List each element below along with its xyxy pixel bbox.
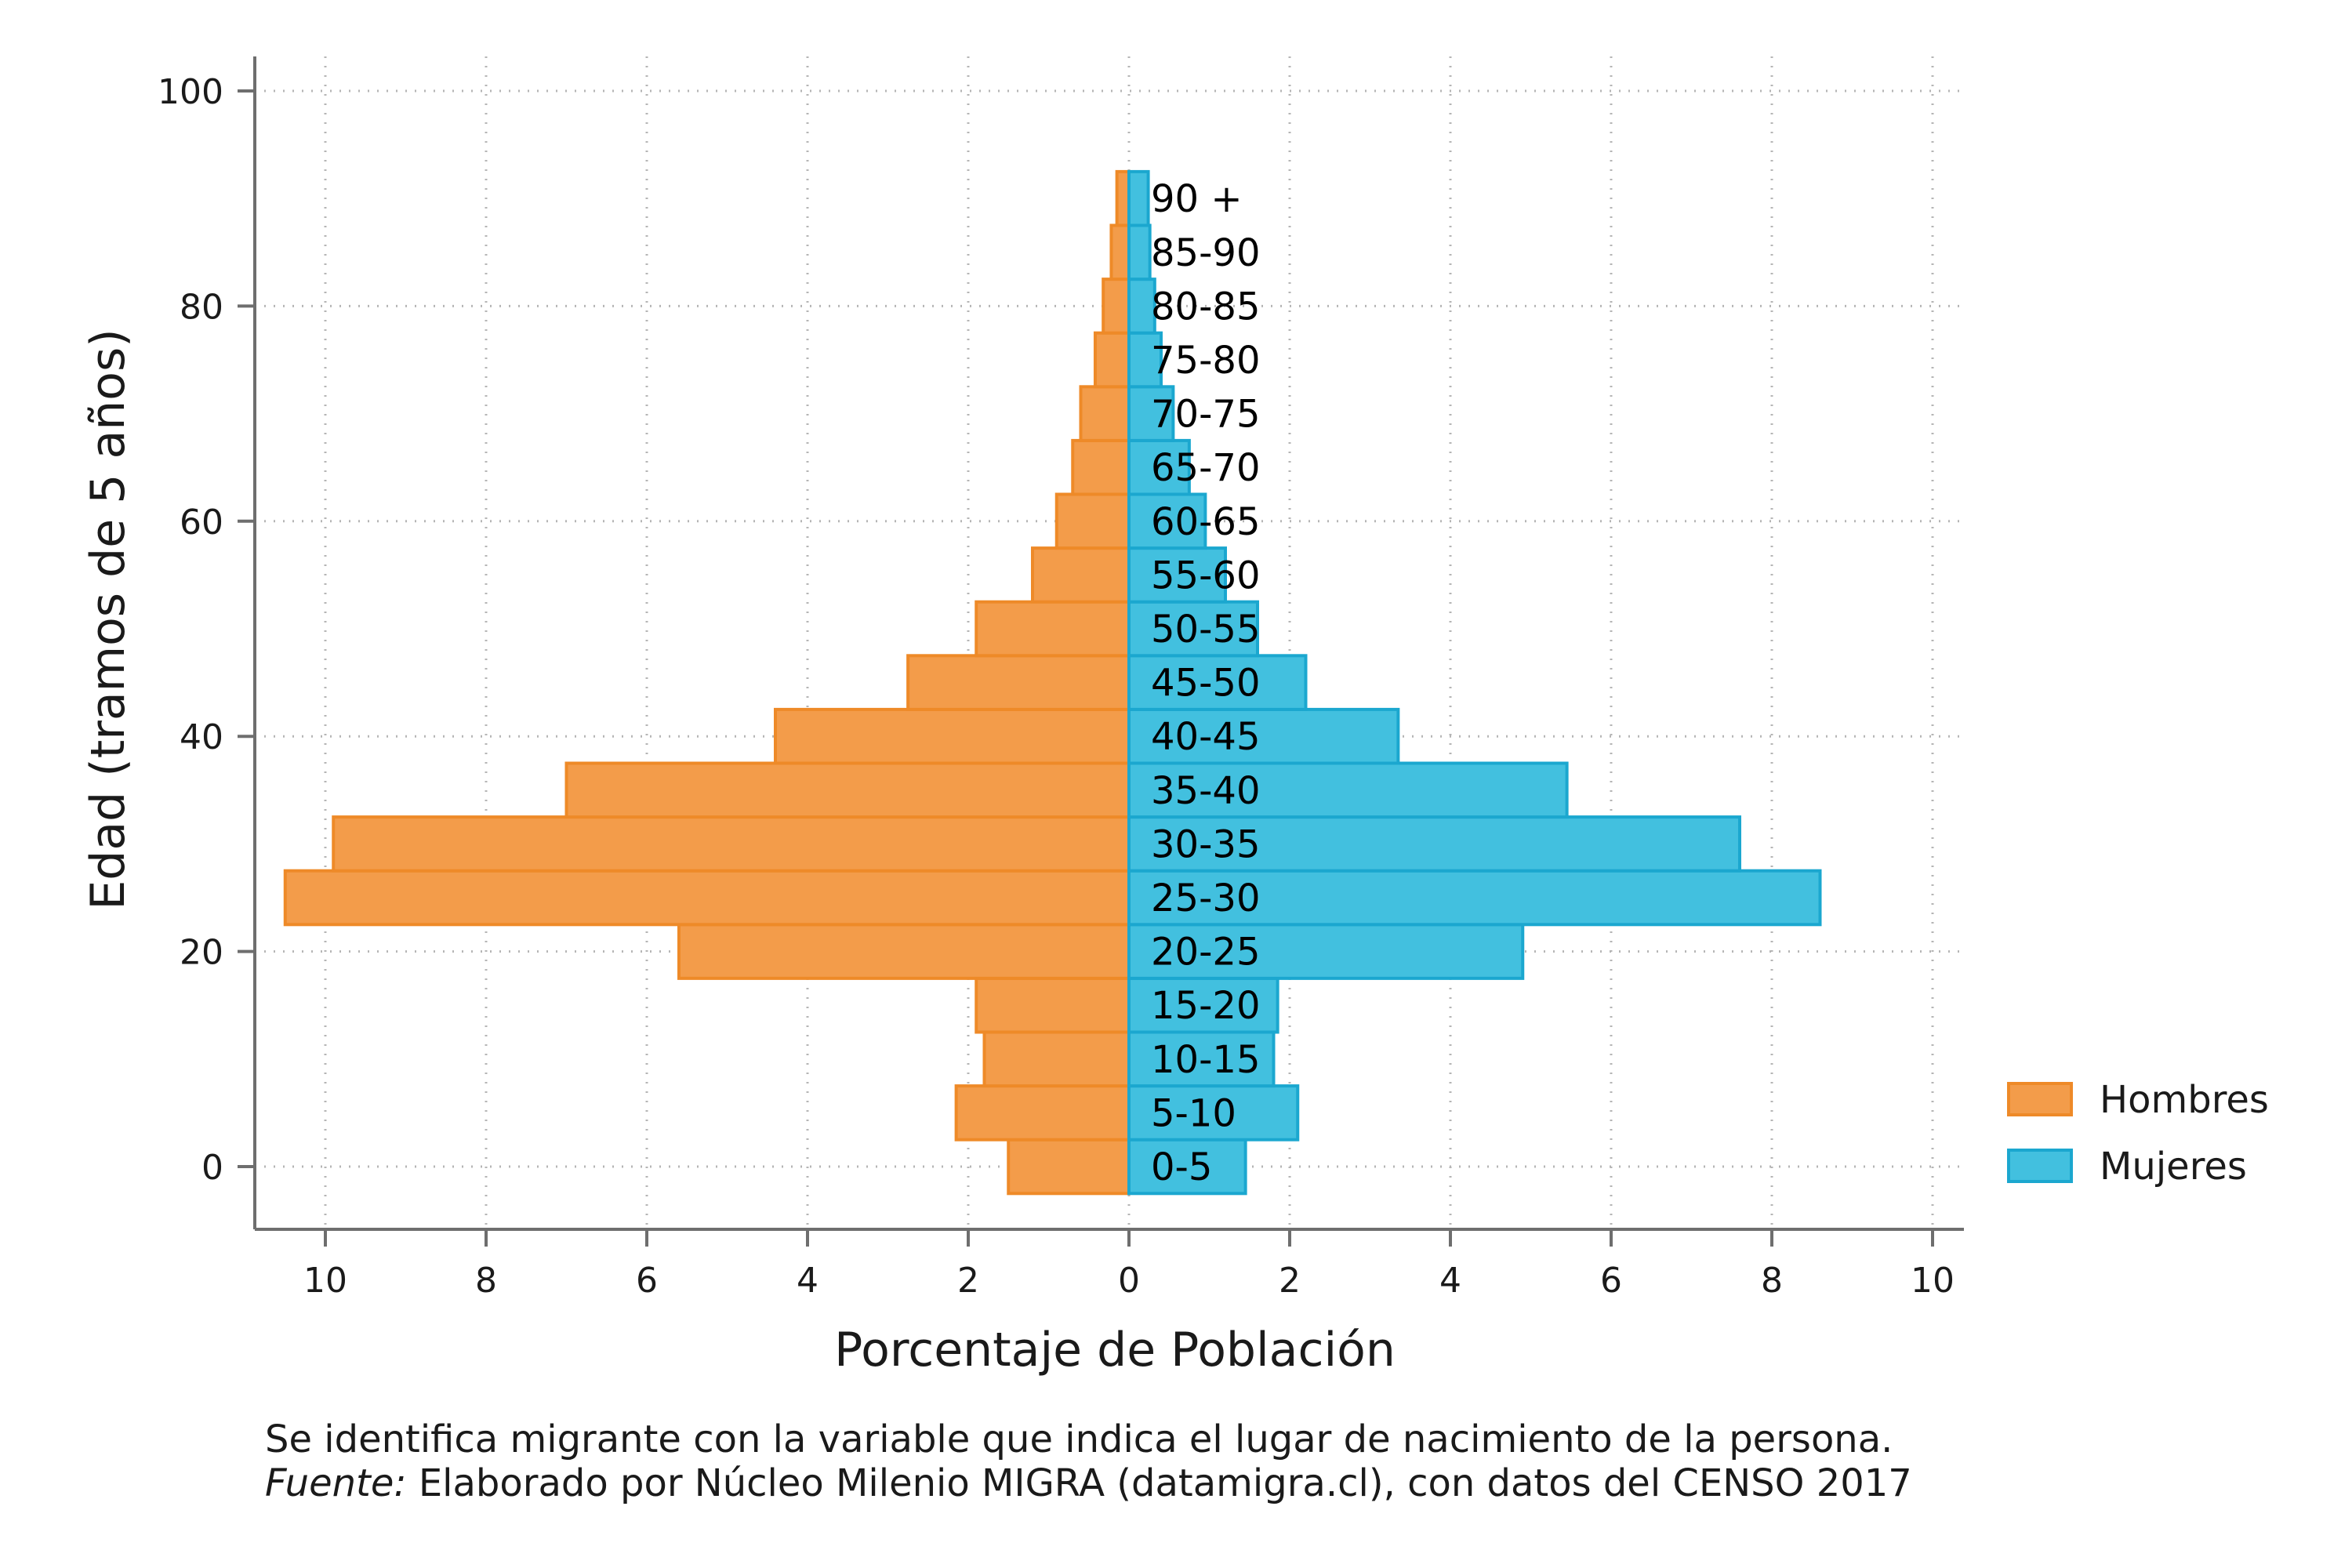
footnote: Se identifica migrante con la variable q…	[265, 1417, 1893, 1461]
x-tick-label: 4	[797, 1261, 818, 1301]
age-group-label: 60-65	[1151, 500, 1260, 544]
bar-hombres-55-60	[1031, 546, 1131, 604]
age-group-label: 15-20	[1151, 984, 1260, 1028]
source-prefix: Fuente:	[265, 1461, 407, 1505]
y-axis-ticks: 0 20 40 60 80 100	[158, 72, 255, 1188]
age-group-label: 20-25	[1151, 931, 1260, 975]
legend-swatch-mujeres	[2007, 1149, 2073, 1183]
bar-mujeres-15-20	[1127, 976, 1279, 1034]
age-group-label: 90 +	[1151, 177, 1243, 221]
legend-label-hombres: Hombres	[2100, 1078, 2269, 1122]
y-tick-label: 100	[158, 72, 223, 112]
age-group-label: 0-5	[1151, 1145, 1212, 1189]
x-tick-label: 0	[1118, 1261, 1140, 1301]
age-group-labels: 0-5 5-10 10-15 15-20 20-25 25-30 30-35 35-40 40-…	[1151, 177, 1260, 1189]
age-group-label: 70-75	[1151, 393, 1260, 437]
legend-label-mujeres: Mujeres	[2100, 1145, 2247, 1189]
bar-mujeres-70-75	[1127, 385, 1175, 442]
bar-hombres-50-55	[975, 600, 1131, 658]
age-group-label: 50-55	[1151, 608, 1260, 652]
x-tick-label: 8	[475, 1261, 497, 1301]
bar-hombres-75-80	[1093, 331, 1131, 389]
age-group-label: 85-90	[1151, 231, 1260, 275]
bar-mujeres-85-90	[1127, 223, 1152, 281]
y-tick-label: 20	[180, 933, 223, 973]
x-tick-label: 10	[1911, 1261, 1955, 1301]
age-group-label: 25-30	[1151, 877, 1260, 920]
bar-hombres-15-20	[975, 976, 1131, 1034]
bar-hombres-0-5	[1007, 1138, 1131, 1196]
age-group-label: 80-85	[1151, 285, 1260, 328]
x-tick-label: 10	[303, 1261, 347, 1301]
bar-hombres-40-45	[774, 707, 1131, 765]
bar-mujeres-45-50	[1127, 654, 1308, 711]
y-tick-label: 40	[180, 717, 223, 757]
age-group-label: 40-45	[1151, 715, 1260, 759]
bar-mujeres-35-40	[1127, 761, 1569, 819]
bar-mujeres-5-10	[1127, 1084, 1300, 1142]
bar-hombres-85-90	[1109, 223, 1131, 281]
y-tick-label: 0	[201, 1148, 223, 1188]
bar-hombres-70-75	[1079, 385, 1131, 442]
x-tick-label: 6	[1600, 1261, 1622, 1301]
bar-hombres-60-65	[1054, 492, 1131, 550]
age-group-label: 75-80	[1151, 339, 1260, 383]
bar-mujeres-25-30	[1127, 869, 1822, 927]
bar-hombres-20-25	[677, 923, 1131, 980]
legend-swatch-hombres	[2007, 1082, 2073, 1116]
bar-hombres-10-15	[982, 1030, 1131, 1088]
age-group-label: 30-35	[1151, 822, 1260, 866]
age-group-label: 10-15	[1151, 1038, 1260, 1082]
age-group-label: 55-60	[1151, 554, 1260, 597]
x-tick-label: 2	[1279, 1261, 1301, 1301]
y-axis-title: Edad (tramos de 5 años)	[81, 328, 136, 909]
bar-hombres-5-10	[954, 1084, 1131, 1142]
x-tick-label: 8	[1761, 1261, 1783, 1301]
bar-hombres-45-50	[906, 654, 1131, 711]
bar-mujeres-30-35	[1127, 815, 1741, 873]
bar-mujeres-40-45	[1127, 707, 1400, 765]
source-text: Elaborado por Núcleo Milenio MIGRA (data…	[406, 1461, 1912, 1505]
axes	[253, 56, 1964, 1231]
age-group-label: 45-50	[1151, 662, 1260, 706]
bars	[283, 169, 1822, 1196]
age-group-label: 5-10	[1151, 1091, 1236, 1135]
x-axis-title: Porcentaje de Población	[834, 1323, 1396, 1377]
x-tick-label: 6	[636, 1261, 658, 1301]
bar-hombres-25-30	[283, 869, 1131, 927]
bar-hombres-35-40	[564, 761, 1131, 819]
bar-hombres-90 +	[1115, 169, 1131, 227]
bar-hombres-65-70	[1071, 438, 1131, 496]
bar-mujeres-20-25	[1127, 923, 1525, 980]
source-note: Fuente: Elaborado por Núcleo Milenio MIG…	[265, 1461, 1912, 1505]
bar-mujeres-50-55	[1127, 600, 1259, 658]
bar-mujeres-55-60	[1127, 546, 1227, 604]
bar-mujeres-60-65	[1127, 492, 1207, 550]
bar-hombres-30-35	[332, 815, 1131, 873]
bar-mujeres-90 +	[1127, 169, 1150, 227]
x-tick-label: 2	[957, 1261, 979, 1301]
legend: Hombres Mujeres	[2007, 1078, 2269, 1189]
y-tick-label: 80	[180, 287, 223, 327]
y-tick-label: 60	[180, 503, 223, 543]
age-group-label: 65-70	[1151, 446, 1260, 490]
x-axis-ticks: 10 8 6 4 2 0 2 4 6 8 10	[303, 1229, 1955, 1301]
bar-mujeres-0-5	[1127, 1138, 1247, 1196]
age-group-label: 35-40	[1151, 769, 1260, 813]
bar-hombres-80-85	[1102, 278, 1131, 335]
x-tick-label: 4	[1439, 1261, 1461, 1301]
